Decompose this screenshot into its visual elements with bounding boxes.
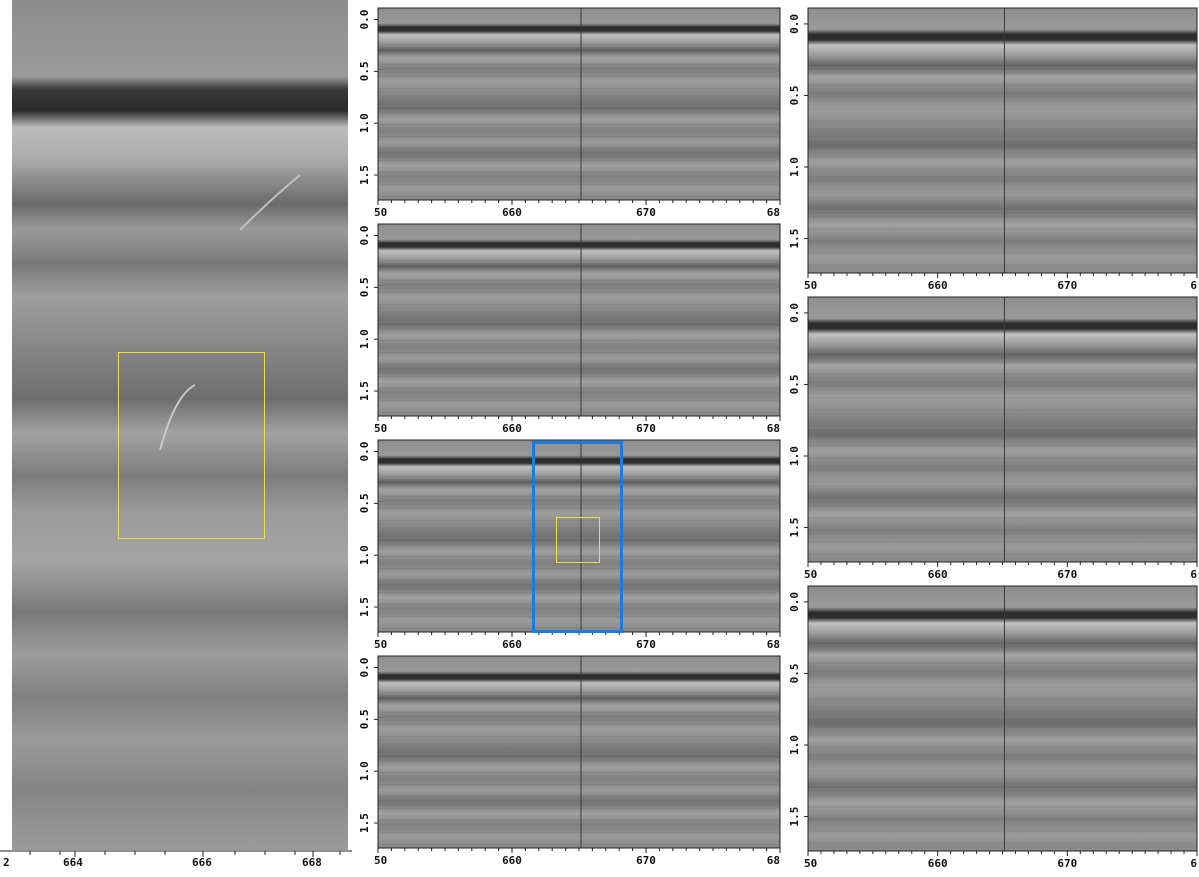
hyperbola-hint (159, 384, 196, 451)
x-tick-label: 660 (502, 422, 522, 435)
y-tick-label: 1.5 (358, 381, 371, 401)
x-tick-label: 670 (636, 206, 656, 219)
radargram-image (808, 8, 1197, 273)
x-tick-label: 6 (1190, 279, 1197, 292)
y-tick-label: 1.0 (358, 761, 371, 781)
y-tick-label: 0.5 (358, 61, 371, 81)
x-tick-label: 68 (767, 638, 780, 651)
y-tick-label: 0.0 (358, 658, 371, 678)
x-tick-label: 660 (928, 857, 948, 870)
x-tick-label: 6 (1190, 857, 1197, 870)
x-tick-label: 50 (374, 422, 387, 435)
radargram-plot: 50 660 670 68 0.0 0.5 1.0 1.5 (358, 439, 781, 651)
radargram-image (378, 8, 780, 200)
x-tick-label: 670 (636, 422, 656, 435)
radargram-plot: 50 660 670 6 0.0 0.5 1.0 1.5 (788, 585, 1198, 870)
selection-box-yellow (556, 517, 600, 563)
zoom-image (12, 0, 348, 850)
x-tick-label: 50 (374, 638, 387, 651)
y-tick-label: 1.0 (358, 545, 371, 565)
y-tick-label: 1.5 (788, 229, 801, 249)
radargram-plot: 50 660 670 6 0.0 0.5 1.0 1.5 (788, 7, 1198, 292)
x-tick-label: 50 (804, 279, 817, 292)
y-tick-label: 1.5 (358, 597, 371, 617)
y-tick-label: 0.5 (788, 86, 801, 106)
radargram-panel-r2: 50 660 670 6 0.0 0.5 1.0 1.5 (784, 295, 1199, 582)
radargram-panel-m2: 50 660 670 68 0.0 0.5 1.0 1.5 (354, 222, 782, 436)
radargram-plot: 50 660 670 68 0.0 0.5 1.0 1.5 (358, 223, 781, 435)
x-tick-label: 670 (1057, 568, 1077, 581)
x-tick-label: 68 (767, 422, 780, 435)
y-tick-label: 0.5 (788, 664, 801, 684)
zoom-panel: 2 664 666 668 (0, 0, 352, 873)
radargram-image (378, 656, 780, 848)
selection-box-blue (532, 441, 623, 633)
radargram-panel-r1: 50 660 670 6 0.0 0.5 1.0 1.5 (784, 6, 1199, 293)
radargram-image (378, 224, 780, 416)
x-tick-label: 50 (804, 568, 817, 581)
y-tick-label: 0.0 (788, 303, 801, 323)
x-tick-label: 670 (636, 638, 656, 651)
y-tick-label: 1.5 (788, 807, 801, 827)
x-tick-label: 50 (374, 206, 387, 219)
radargram-plot: 50 660 670 68 0.0 0.5 1.0 1.5 (358, 7, 781, 219)
zoom-x-tick-label: 2 (3, 856, 10, 869)
radargram-panel-m3: 50 660 670 68 0.0 0.5 1.0 1.5 (354, 438, 782, 652)
x-tick-label: 660 (502, 206, 522, 219)
zoom-x-tick-label: 668 (302, 856, 322, 869)
x-tick-label: 660 (502, 854, 522, 867)
y-tick-label: 0.5 (358, 277, 371, 297)
radargram-panel-r3: 50 660 670 6 0.0 0.5 1.0 1.5 (784, 584, 1199, 871)
y-tick-label: 1.0 (788, 157, 801, 177)
x-tick-label: 68 (767, 206, 780, 219)
zoom-x-tick-label: 666 (192, 856, 212, 869)
x-tick-label: 670 (1057, 857, 1077, 870)
zoom-radargram (0, 0, 352, 857)
x-tick-label: 660 (928, 279, 948, 292)
x-tick-label: 6 (1190, 568, 1197, 581)
radargram-plot: 50 660 670 6 0.0 0.5 1.0 1.5 (788, 296, 1198, 581)
y-tick-label: 0.0 (788, 14, 801, 34)
y-tick-label: 1.5 (788, 518, 801, 538)
y-tick-label: 0.0 (358, 226, 371, 246)
y-tick-label: 0.5 (788, 375, 801, 395)
radargram-image (808, 586, 1197, 851)
zoom-x-tick-label: 664 (63, 856, 83, 869)
hyperbola-hint (239, 174, 301, 231)
zoom-x-minor-ticks (29, 851, 341, 857)
y-tick-label: 0.5 (358, 709, 371, 729)
y-tick-label: 1.5 (358, 165, 371, 185)
zoom-highlight-box (118, 352, 265, 539)
y-tick-label: 0.5 (358, 493, 371, 513)
radargram-plot: 50 660 670 68 0.0 0.5 1.0 1.5 (358, 655, 781, 867)
x-tick-label: 670 (1057, 279, 1077, 292)
x-tick-label: 660 (928, 568, 948, 581)
y-tick-label: 1.0 (358, 113, 371, 133)
x-tick-label: 50 (804, 857, 817, 870)
x-tick-label: 68 (767, 854, 780, 867)
y-tick-label: 0.0 (788, 592, 801, 612)
radargram-panel-m4: 50 660 670 68 0.0 0.5 1.0 1.5 (354, 654, 782, 868)
radargram-panel-m1: 50 660 670 68 0.0 0.5 1.0 1.5 (354, 6, 782, 220)
x-tick-label: 50 (374, 854, 387, 867)
radargram-image (378, 440, 780, 632)
y-tick-label: 1.0 (788, 446, 801, 466)
x-tick-label: 660 (502, 638, 522, 651)
y-tick-label: 1.5 (358, 813, 371, 833)
y-tick-label: 0.0 (358, 10, 371, 30)
y-tick-label: 0.0 (358, 442, 371, 462)
y-tick-label: 1.0 (358, 329, 371, 349)
y-tick-label: 1.0 (788, 735, 801, 755)
x-tick-label: 670 (636, 854, 656, 867)
radargram-image (808, 297, 1197, 562)
